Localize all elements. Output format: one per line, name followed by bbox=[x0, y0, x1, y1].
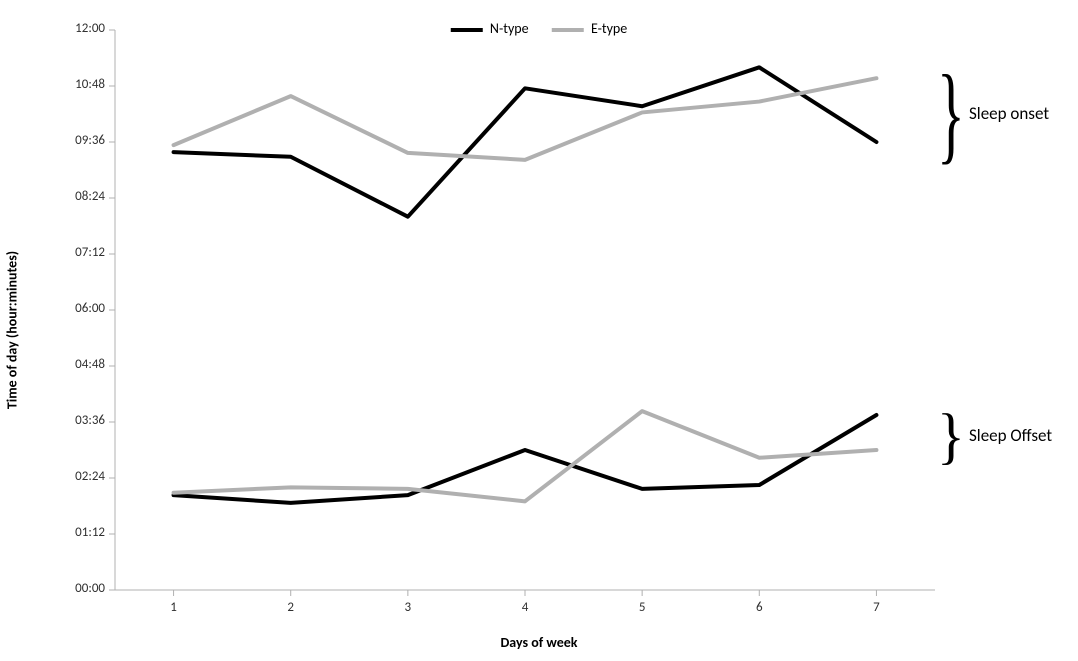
x-tick-label: 7 bbox=[861, 600, 891, 615]
x-tick-label: 3 bbox=[393, 600, 423, 615]
y-tick-label: 12:00 bbox=[45, 21, 105, 36]
y-tick-label: 00:00 bbox=[45, 581, 105, 596]
legend-swatch-ntype bbox=[451, 28, 483, 32]
x-tick-label: 2 bbox=[276, 600, 306, 615]
chart-svg bbox=[0, 0, 1078, 661]
y-axis-title: Time of day (hour:minutes) bbox=[4, 251, 21, 409]
y-tick-label: 06:00 bbox=[45, 301, 105, 316]
legend-label-etype: E-type bbox=[591, 20, 627, 37]
y-tick-label: 03:36 bbox=[45, 413, 105, 428]
curly-brace-icon: } bbox=[937, 405, 965, 467]
y-tick-label: 07:12 bbox=[45, 245, 105, 260]
y-tick-label: 10:48 bbox=[45, 77, 105, 92]
x-tick-label: 5 bbox=[627, 600, 657, 615]
series-line bbox=[174, 411, 877, 501]
x-tick-label: 6 bbox=[744, 600, 774, 615]
annotation-label: Sleep Offset bbox=[969, 425, 1052, 446]
y-tick-label: 04:48 bbox=[45, 357, 105, 372]
x-tick-label: 4 bbox=[510, 600, 540, 615]
legend-swatch-etype bbox=[552, 28, 584, 32]
y-tick-label: 01:12 bbox=[45, 525, 105, 540]
series-line bbox=[174, 67, 877, 216]
y-tick-label: 09:36 bbox=[45, 133, 105, 148]
line-chart: Time of day (hour:minutes) Days of week … bbox=[0, 0, 1078, 661]
y-tick-label: 08:24 bbox=[45, 189, 105, 204]
x-axis-title: Days of week bbox=[500, 634, 577, 651]
annotation-label: Sleep onset bbox=[969, 103, 1049, 124]
legend: N-type E-type bbox=[441, 20, 637, 37]
curly-brace-icon: } bbox=[937, 60, 965, 170]
y-tick-label: 02:24 bbox=[45, 469, 105, 484]
legend-item-ntype: N-type bbox=[451, 20, 529, 37]
legend-label-ntype: N-type bbox=[490, 20, 529, 37]
x-tick-label: 1 bbox=[159, 600, 189, 615]
legend-item-etype: E-type bbox=[552, 20, 627, 37]
